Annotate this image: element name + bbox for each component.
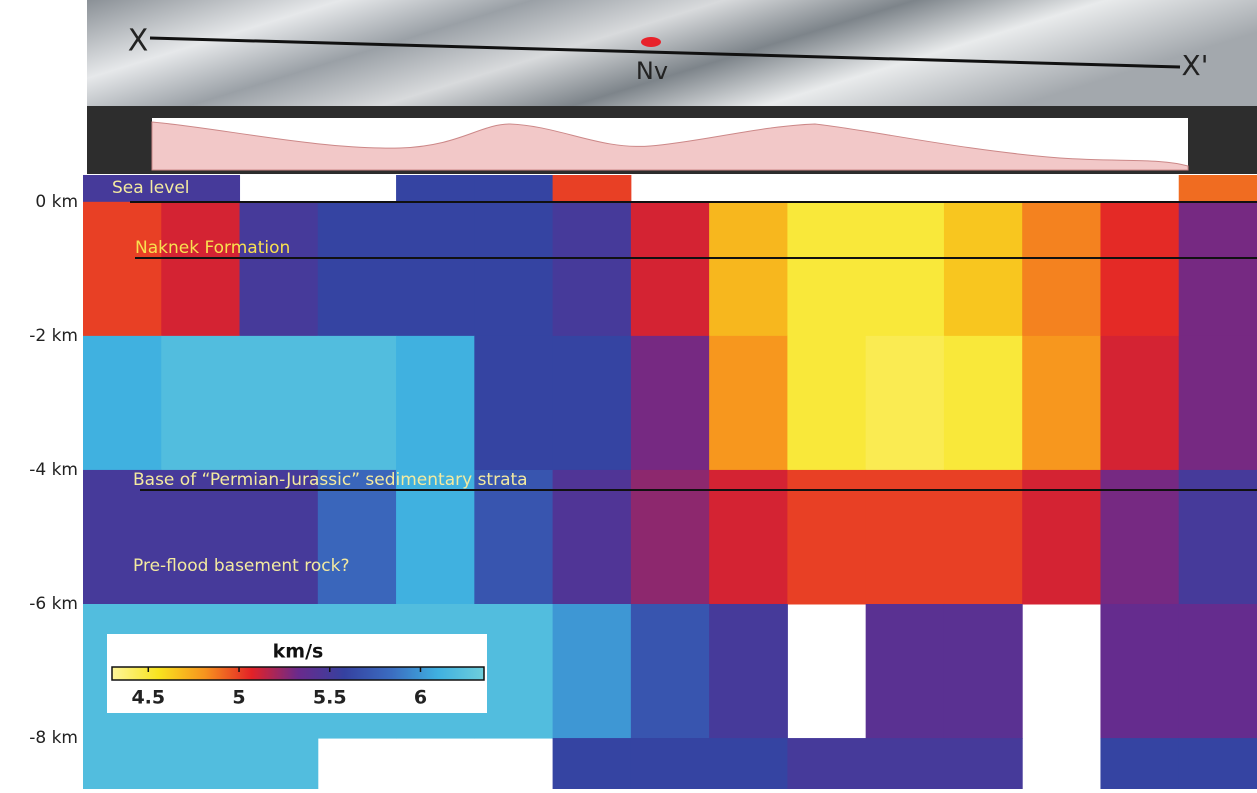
cell (239, 738, 319, 790)
colorbar-label: km/s (273, 641, 324, 663)
cell (83, 175, 162, 203)
y-tick-label: 0 km (35, 192, 78, 212)
cell (787, 335, 867, 471)
cell (1100, 738, 1180, 790)
colorbar-tick-label: 5 (232, 687, 245, 709)
cell (865, 335, 945, 471)
cell (552, 738, 632, 790)
cell (552, 469, 632, 605)
heatmap (83, 175, 1257, 790)
cell (317, 335, 397, 471)
cell (1178, 201, 1257, 337)
cell (1178, 738, 1257, 790)
map-label: X (128, 24, 149, 59)
cell (552, 603, 632, 739)
cell (943, 738, 1023, 790)
cell (630, 469, 710, 605)
cell (317, 201, 397, 337)
cell (396, 335, 475, 471)
cell (1100, 335, 1180, 471)
cell (787, 201, 867, 337)
section-line (149, 36, 1181, 69)
cell (1178, 175, 1257, 203)
elevation-profile (151, 121, 1189, 171)
cell (161, 335, 241, 471)
cell (787, 738, 867, 790)
cell (239, 335, 319, 471)
cell (474, 603, 554, 739)
y-tick-label: -4 km (29, 460, 78, 480)
annotation: Sea level (112, 178, 190, 198)
cell (943, 201, 1023, 337)
cell (83, 738, 162, 790)
cell (1022, 201, 1101, 337)
cell (865, 201, 945, 337)
cell (787, 469, 867, 605)
cell (474, 335, 554, 471)
cell (161, 201, 241, 337)
cell (709, 603, 788, 739)
cell (396, 469, 475, 605)
map-label: X' (1182, 49, 1209, 82)
cell (1022, 335, 1101, 471)
cell (239, 201, 319, 337)
y-tick-label: -2 km (29, 326, 78, 346)
cell (865, 738, 945, 790)
cell (396, 175, 475, 203)
cell (1178, 469, 1257, 605)
colorbar-tick-label: 6 (414, 687, 427, 709)
map-label: Nv (636, 57, 668, 85)
cell (552, 335, 632, 471)
cell (943, 469, 1023, 605)
cell (709, 335, 788, 471)
cell (239, 469, 319, 605)
cell (552, 175, 632, 203)
cell (552, 201, 632, 337)
cell (1100, 201, 1180, 337)
cell (161, 738, 241, 790)
cell (83, 201, 162, 337)
volcano-marker (641, 37, 661, 47)
cell (709, 201, 788, 337)
cell (474, 175, 554, 203)
cell (1022, 469, 1101, 605)
cell (161, 175, 241, 203)
cell (317, 469, 397, 605)
cell (1178, 603, 1257, 739)
cell (630, 201, 710, 337)
annotation: Base of “Permian-Jurassic” sedimentary s… (133, 470, 528, 490)
cell (161, 469, 241, 605)
y-tick-label: -6 km (29, 594, 78, 614)
annotation: Naknek Formation (135, 238, 290, 258)
y-tick-label: -8 km (29, 728, 78, 748)
colorbar-tick-label: 5.5 (313, 687, 347, 709)
cell (396, 201, 475, 337)
cell (709, 738, 788, 790)
cell (83, 335, 162, 471)
cell (1100, 469, 1180, 605)
cell (474, 469, 554, 605)
colorbar (111, 666, 485, 681)
cell (83, 469, 162, 605)
cell (630, 738, 710, 790)
cell (1178, 335, 1257, 471)
cell (1100, 603, 1180, 739)
cell (709, 469, 788, 605)
colorbar-tick-label: 4.5 (131, 687, 165, 709)
annotation: Pre-flood basement rock? (133, 556, 349, 576)
cell (865, 603, 945, 739)
cell (943, 603, 1023, 739)
cell (474, 201, 554, 337)
cell (630, 335, 710, 471)
cell (865, 469, 945, 605)
cell (630, 603, 710, 739)
cell (943, 335, 1023, 471)
